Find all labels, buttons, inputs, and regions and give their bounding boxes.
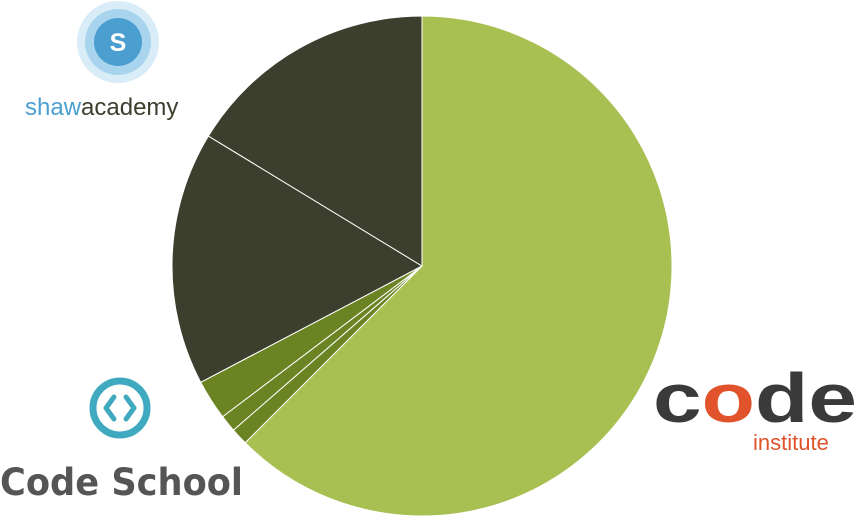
pie-slice-6	[207, 15, 423, 267]
shaw-academy-wordmark: shawacademy	[25, 94, 178, 121]
code-school-chevron-left-icon	[103, 394, 117, 422]
pie-slice-5	[171, 135, 424, 383]
code-institute-de: de	[755, 359, 857, 437]
code-school-chevron-right-icon	[123, 394, 137, 422]
code-institute-logo: c o de institute	[653, 359, 857, 455]
code-institute-subtitle: institute	[753, 430, 829, 455]
pie-slices	[171, 15, 673, 517]
code-institute-o: o	[702, 359, 755, 437]
code-school-icon	[89, 377, 151, 439]
code-school-logo: Code School	[0, 377, 243, 504]
shaw-academy-logo: S shawacademy	[25, 1, 178, 121]
code-institute-c: c	[653, 359, 702, 437]
code-school-wordmark: Code School	[0, 461, 243, 504]
shaw-logo-letter: S	[110, 29, 127, 57]
shaw-wordmark-part2: academy	[81, 94, 178, 121]
pie-slice-1	[244, 15, 673, 517]
shaw-wordmark-part1: shaw	[25, 94, 82, 121]
shaw-logo-circle	[94, 18, 142, 66]
code-institute-wordmark: c o de	[653, 359, 857, 437]
